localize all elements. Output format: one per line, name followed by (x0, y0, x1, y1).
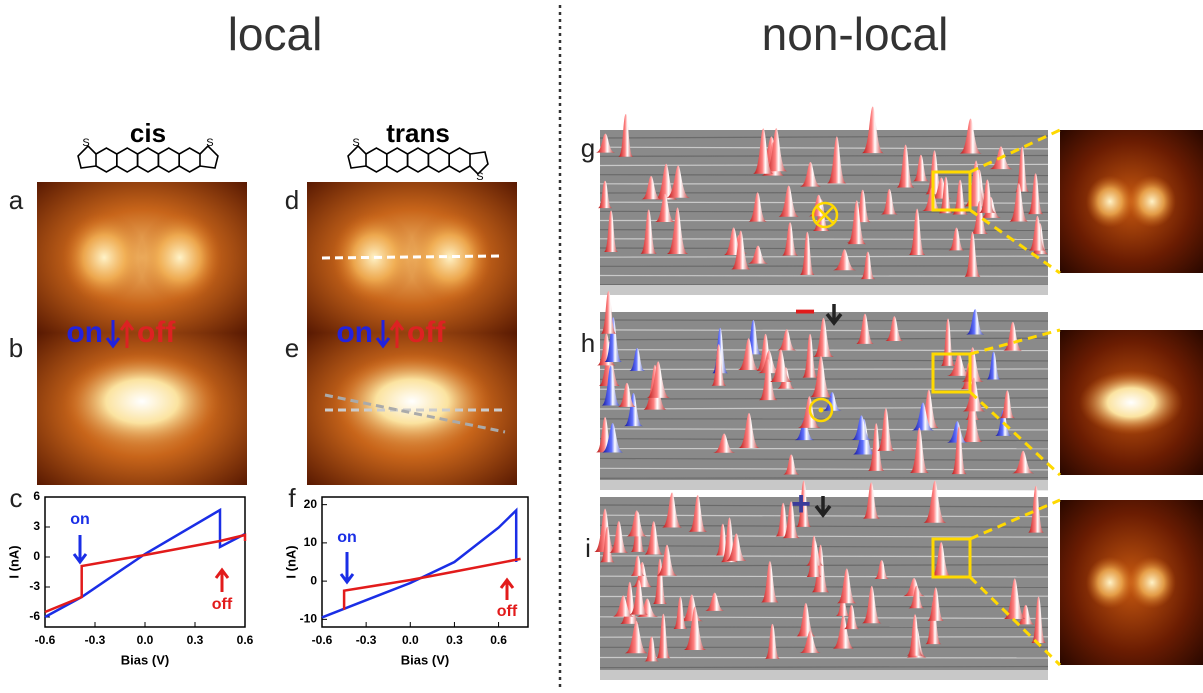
field-sign: − (794, 291, 815, 332)
annotation: off (212, 596, 233, 613)
molecule-title: trans (386, 118, 450, 148)
annotation: on (337, 529, 357, 546)
figure: local non-local cis trans S S S S on off on of… (0, 0, 1203, 688)
surface-streak (600, 239, 1048, 240)
x-tick-label: 0.0 (402, 633, 419, 647)
x-tick-label: -0.3 (85, 633, 106, 647)
atom-label: S (352, 137, 359, 149)
surface-streak (600, 155, 1048, 156)
peak-maps (594, 107, 1203, 680)
x-tick-label: 0.6 (237, 633, 254, 647)
y-tick-label: -3 (29, 579, 40, 593)
x-tick-label: 0.3 (446, 633, 463, 647)
ring (158, 148, 179, 172)
ring (408, 148, 429, 172)
atom-label: S (206, 137, 213, 149)
x-axis-label: Bias (V) (121, 652, 169, 667)
panel-label: c (10, 483, 23, 513)
y-tick-label: -6 (29, 609, 40, 623)
x-tick-label: -0.6 (35, 633, 56, 647)
switch-on: on (336, 316, 373, 349)
stm-blob (62, 212, 146, 303)
ring (449, 148, 470, 172)
thiophene (348, 146, 366, 168)
surface-streak (600, 276, 1048, 277)
x-tick-label: 0.3 (187, 633, 204, 647)
ring (117, 148, 138, 172)
y-tick-label: 3 (33, 519, 40, 533)
panel-label: e (285, 333, 299, 363)
annotation-arrow (74, 535, 86, 562)
atom-label: S (82, 137, 89, 149)
x-tick-label: -0.6 (312, 633, 333, 647)
thiophene (200, 146, 218, 168)
switch-on: on (66, 316, 103, 349)
surface-base (600, 480, 1048, 490)
ring (96, 148, 117, 172)
y-tick-label: 10 (304, 535, 318, 549)
panel-label: b (9, 333, 23, 363)
ring (179, 148, 200, 172)
switch-off: off (407, 316, 446, 349)
inset-blob (1128, 557, 1176, 609)
panel-label: i (585, 533, 591, 563)
surface-streak (600, 266, 1048, 267)
x-tick-label: 0.0 (137, 633, 154, 647)
x-tick-label: 0.6 (490, 633, 507, 647)
switch-off: off (137, 316, 176, 349)
ring (366, 148, 387, 172)
stm-blob (62, 353, 222, 450)
annotation: on (70, 511, 90, 528)
y-axis-label: I (nA) (6, 545, 21, 578)
field-sign: + (791, 485, 811, 523)
annotation-arrow (341, 552, 353, 582)
surface-streak (600, 478, 1048, 479)
y-tick-label: 0 (310, 573, 317, 587)
x-tick-label: -0.3 (356, 633, 377, 647)
y-tick-label: -10 (300, 612, 318, 626)
panel-label: h (581, 328, 595, 358)
panel-label: g (581, 133, 595, 163)
y-tick-label: 20 (304, 497, 318, 511)
inset-blob (1086, 557, 1134, 609)
annotation-arrow (501, 580, 513, 600)
header-left: local (228, 8, 323, 60)
thiophene (78, 146, 96, 168)
ring (138, 148, 159, 172)
header-right: non-local (762, 8, 949, 60)
panel-label: f (288, 483, 296, 513)
surface-base (600, 285, 1048, 295)
atom-label: S (476, 171, 483, 183)
data-line (322, 510, 516, 617)
y-tick-label: 0 (33, 549, 40, 563)
molecule-title: cis (130, 118, 166, 148)
y-axis-label: I (nA) (283, 545, 298, 578)
data-line (344, 559, 520, 610)
y-tick-label: 6 (33, 489, 40, 503)
page: local non-local cis trans S S S S on off on of… (0, 0, 1203, 693)
inset-blob (1079, 371, 1183, 435)
annotation: off (497, 603, 518, 620)
field-symbol (819, 408, 824, 413)
panel-label: d (285, 185, 299, 215)
ring (428, 148, 449, 172)
stm-blob (138, 212, 222, 303)
ring (387, 148, 408, 172)
x-axis-label: Bias (V) (401, 652, 449, 667)
inset-blob (1086, 176, 1134, 228)
surface-base (600, 670, 1048, 680)
annotation-arrow (216, 570, 228, 592)
inset-blob (1128, 176, 1176, 228)
panel-label: a (9, 185, 24, 215)
